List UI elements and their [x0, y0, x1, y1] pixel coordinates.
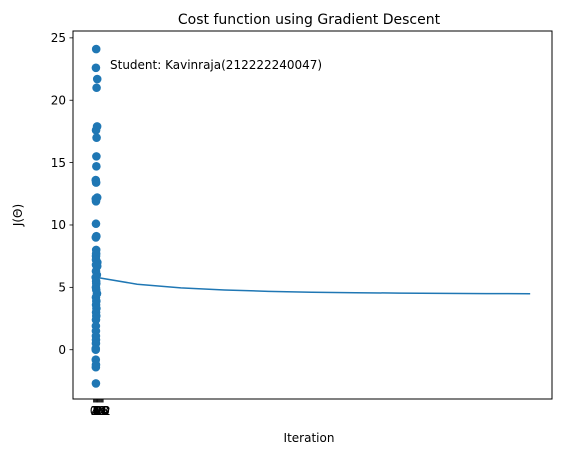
x-tick-label: 0 — [90, 404, 98, 418]
cost-scatter-series — [91, 44, 102, 388]
cost-line — [93, 276, 531, 295]
scatter-point — [92, 74, 102, 84]
x-tick-label: 22 — [95, 404, 110, 418]
x-tick-label: 16 — [93, 404, 108, 418]
y-tick-label: 10 — [51, 218, 66, 232]
x-tick-label: 14 — [92, 404, 107, 418]
x-tick-label: 6 — [92, 404, 100, 418]
scatter-point — [91, 233, 101, 242]
x-tick-label: 12 — [91, 404, 106, 418]
scatter-point — [91, 44, 101, 54]
scatter-point — [92, 133, 101, 142]
x-tick-label: 10 — [90, 404, 105, 418]
chart-title: Cost function using Gradient Descent — [178, 12, 441, 28]
scatter-point — [91, 315, 101, 325]
scatter-point — [91, 178, 101, 187]
student-annotation: Student: Kavinraja(212222240047) — [110, 58, 322, 72]
y-axis-label: J(Θ) — [11, 204, 25, 227]
scatter-point — [92, 83, 101, 93]
scatter-point — [91, 362, 101, 372]
x-tick-label: 20 — [95, 404, 110, 418]
scatter-point — [91, 379, 101, 388]
scatter-point — [91, 63, 101, 73]
scatter-point — [91, 249, 101, 258]
y-tick-label: 0 — [58, 343, 66, 357]
plot-area — [72, 30, 553, 400]
scatter-point — [92, 162, 101, 171]
y-tick-label: 25 — [51, 31, 66, 45]
scatter-point — [91, 345, 101, 355]
y-tick-label: 5 — [58, 281, 66, 295]
y-tick-label: 20 — [51, 93, 66, 107]
x-tick-label: 18 — [94, 404, 109, 418]
scatter-point — [92, 152, 101, 161]
scatter-point — [91, 219, 101, 229]
x-tick-label: 2 — [91, 404, 99, 418]
scatter-point — [92, 193, 102, 202]
y-tick-label: 15 — [51, 156, 66, 170]
y-axis: 0 5 10 15 20 25 — [51, 31, 73, 357]
x-tick-label: 4 — [91, 404, 99, 418]
cost-line-series — [93, 276, 531, 295]
x-tick-label: 8 — [93, 404, 101, 418]
x-axis-label: Iteration — [284, 431, 335, 445]
scatter-point — [92, 122, 102, 131]
